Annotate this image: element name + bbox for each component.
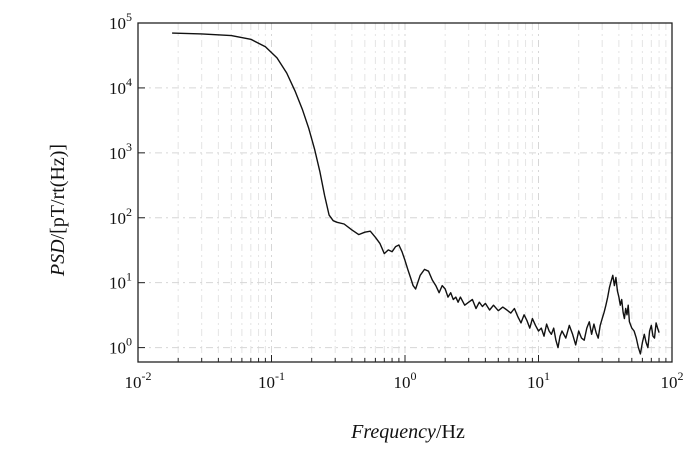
y-axis-label-unit: /[pT/rt(Hz)] bbox=[47, 144, 69, 240]
series-layer bbox=[172, 32, 660, 355]
axis-ticks bbox=[137, 22, 673, 362]
x-tick-labels: 10-2 10-1 100 101 102 bbox=[125, 369, 684, 392]
psd-series-line bbox=[172, 32, 660, 355]
y-tick-label: 103 bbox=[109, 140, 132, 163]
y-tick-labels: 100 101 102 103 104 105 bbox=[109, 10, 132, 358]
x-tick-label: 102 bbox=[661, 369, 684, 392]
x-tick-label: 10-2 bbox=[125, 369, 152, 392]
y-tick-label: 104 bbox=[109, 75, 132, 98]
x-tick-label: 101 bbox=[527, 369, 550, 392]
y-axis-label: PSD/[pT/rt(Hz)] bbox=[47, 144, 69, 277]
x-axis-label: Frequency/Hz bbox=[350, 421, 465, 443]
y-tick-label: 105 bbox=[109, 10, 132, 33]
x-axis-label-italic: Frequency bbox=[350, 421, 436, 443]
y-tick-label: 102 bbox=[109, 205, 132, 228]
x-tick-label: 10-1 bbox=[258, 369, 285, 392]
y-axis-label-italic: PSD bbox=[47, 239, 69, 277]
y-tick-label: 101 bbox=[109, 270, 132, 293]
y-tick-label: 100 bbox=[109, 335, 132, 358]
x-axis-label-unit: /Hz bbox=[436, 421, 465, 443]
x-tick-label: 100 bbox=[394, 369, 417, 392]
grid-lines bbox=[137, 22, 673, 362]
